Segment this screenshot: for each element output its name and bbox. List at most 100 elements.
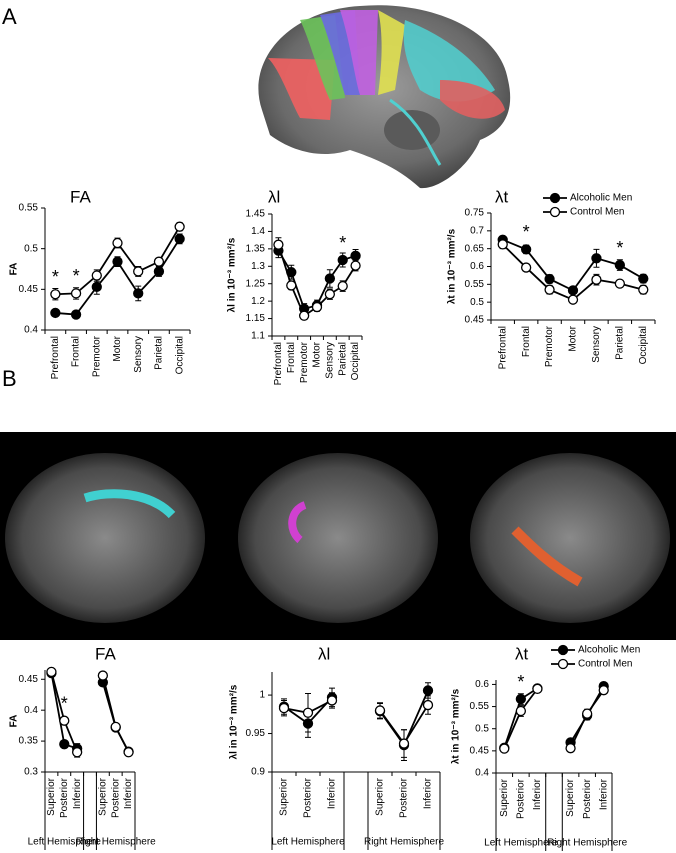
y-tick-label: 1.3 (251, 261, 265, 272)
x-tick-label: Motor (312, 341, 323, 367)
x-tick-label: Frontal (521, 326, 532, 357)
y-tick-label: 0.55 (465, 279, 485, 290)
x-tick-label: Prefrontal (273, 342, 284, 385)
x-tick-label: Parietal (337, 342, 348, 376)
y-tick-label: 0.5 (475, 723, 489, 734)
data-point (520, 262, 532, 273)
legend-label: Control Men (578, 659, 632, 670)
y-tick-label: 1.2 (251, 296, 265, 307)
y-tick-label: 1.45 (246, 209, 266, 220)
x-tick-label: Posterior (303, 777, 314, 818)
x-tick-label: Prefrontal (50, 336, 61, 379)
x-tick-label: Inferior (598, 778, 609, 810)
data-point (324, 273, 336, 284)
chart-title: λl (318, 644, 330, 663)
data-point (581, 708, 593, 719)
x-tick-label: Premotor (299, 341, 310, 383)
y-tick-label: 1.4 (251, 226, 265, 237)
data-point (286, 267, 297, 278)
data-point (532, 683, 543, 695)
data-point (298, 310, 310, 321)
data-point (97, 670, 109, 681)
y-tick-label: 0.5 (24, 243, 38, 254)
x-tick-label: Frontal (71, 336, 82, 367)
data-point (133, 266, 144, 277)
data-point (520, 244, 532, 255)
legend-marker (557, 644, 569, 656)
y-tick-label: 0.45 (470, 745, 490, 756)
x-tick-label: Superior (375, 777, 386, 815)
data-point (153, 256, 165, 267)
group-label: Right Hemisphere (547, 838, 627, 849)
data-point (70, 288, 82, 299)
data-point (112, 256, 123, 267)
legend-label: Alcoholic Men (578, 645, 640, 656)
data-point (70, 309, 82, 320)
chart-title: λl (268, 187, 280, 206)
data-point (133, 288, 144, 299)
chart-title: λt (515, 644, 529, 663)
x-tick-label: Posterior (582, 778, 593, 819)
significance-marker: * (523, 222, 530, 242)
y-axis-label: λt in 10⁻³ mm²/s (447, 228, 458, 304)
y-axis-label: λt in 10⁻³ mm²/s (451, 688, 462, 764)
significance-marker: * (73, 266, 80, 286)
x-tick-label: Superior (97, 777, 108, 815)
chart-title: FA (95, 644, 116, 663)
data-point (337, 281, 348, 292)
x-tick-label: Superior (565, 778, 576, 816)
data-point (398, 738, 410, 749)
group-label: Left Hemisphere (28, 837, 102, 848)
x-tick-label: Occipital (638, 326, 649, 364)
y-tick-label: 0.35 (19, 736, 39, 747)
y-tick-label: 0.75 (465, 208, 485, 219)
y-tick-label: 1 (259, 690, 265, 701)
data-point (324, 289, 336, 300)
data-point (302, 707, 314, 718)
data-point (565, 743, 576, 754)
x-tick-label: Inferior (532, 778, 543, 810)
y-tick-label: 0.5 (470, 297, 484, 308)
data-point (337, 254, 348, 266)
data-point (91, 270, 102, 281)
group-label: Right Hemisphere (364, 837, 444, 848)
y-tick-label: 1.15 (246, 313, 266, 324)
panel-label: B (2, 366, 17, 391)
data-point (273, 239, 284, 250)
data-point (326, 695, 338, 706)
x-tick-label: Superior (279, 777, 290, 815)
group-label: Left Hemisphere (271, 837, 345, 848)
x-tick-label: Superior (499, 778, 510, 816)
x-tick-label: Parietal (154, 336, 165, 370)
x-tick-label: Posterior (515, 778, 526, 819)
y-tick-label: 0.4 (475, 768, 489, 779)
data-point (174, 233, 185, 245)
y-tick-label: 0.95 (246, 728, 266, 739)
x-tick-label: Occipital (350, 342, 361, 380)
x-tick-label: Sensory (591, 326, 602, 363)
x-tick-label: Parietal (614, 326, 625, 360)
data-point (499, 743, 510, 754)
legend-marker (549, 192, 561, 204)
y-tick-label: 0.45 (19, 284, 39, 295)
y-tick-label: 0.45 (465, 315, 485, 326)
x-tick-label: Premotor (544, 325, 555, 367)
x-tick-label: Inferior (423, 777, 434, 809)
y-tick-label: 1.25 (246, 278, 266, 289)
x-tick-label: Prefrontal (497, 326, 508, 369)
data-point (350, 250, 361, 261)
y-tick-label: 0.6 (475, 679, 489, 690)
data-point (591, 274, 602, 285)
group-label: Left Hemisphere (484, 838, 558, 849)
data-point (567, 294, 579, 305)
data-point (614, 259, 626, 271)
data-point (50, 307, 61, 319)
y-axis-label: FA (9, 715, 20, 728)
data-point (422, 685, 434, 696)
data-point (544, 284, 555, 295)
chart-title: λt (495, 187, 509, 206)
data-point (112, 237, 123, 249)
data-point (497, 239, 508, 250)
